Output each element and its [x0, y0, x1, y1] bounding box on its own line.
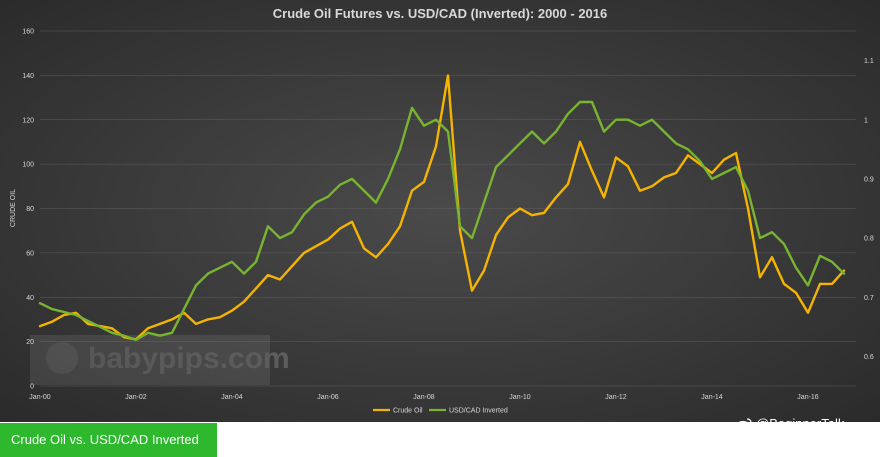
y-tick-label: 20: [26, 339, 34, 346]
y-tick-label: 60: [26, 250, 34, 257]
y2-tick-label: 1.1: [864, 58, 874, 65]
crude-oil-series-line: [38, 74, 846, 341]
x-tick-label: Jan-06: [317, 394, 339, 401]
legend-label: USD/CAD Inverted: [449, 408, 508, 415]
svg-text:babypips.com: babypips.com: [88, 342, 290, 375]
y2-tick-label: 1: [864, 117, 868, 124]
watermark-logo: babypips.com: [30, 335, 290, 385]
chart-title: Crude Oil Futures vs. USD/CAD (Inverted)…: [273, 6, 607, 21]
y2-tick-label: 0.9: [864, 176, 874, 183]
axis-layer: 0 20 40 60 80 100 120 140 160 0.6 0.7 0.8 0.9 1 1.1 Jan…: [22, 29, 874, 402]
y-tick-label: 100: [22, 162, 34, 169]
x-tick-label: Jan-08: [413, 394, 435, 401]
x-tick-label: Jan-14: [701, 394, 723, 401]
y2-tick-label: 0.7: [864, 295, 874, 302]
x-tick-label: Jan-04: [221, 394, 243, 401]
y-tick-label: 120: [22, 117, 34, 124]
x-tick-label: Jan-12: [605, 394, 627, 401]
x-tick-label: Jan-02: [125, 394, 147, 401]
y-axis-label: CRUDE OIL: [10, 189, 17, 227]
y2-tick-label: 0.6: [864, 354, 874, 361]
grid-layer: [40, 30, 856, 387]
y2-tick-label: 0.8: [864, 236, 874, 243]
attribution-text: @BeginnerTalk: [756, 416, 845, 431]
y-tick-label: 80: [26, 206, 34, 213]
legend-label: Crude Oil: [393, 408, 423, 415]
caption-tag: Crude Oil vs. USD/CAD Inverted: [0, 423, 217, 457]
chart-panel: Crude Oil Futures vs. USD/CAD (Inverted)…: [0, 0, 880, 422]
series-layer: [38, 74, 846, 342]
chart-legend: Crude Oil USD/CAD Inverted: [373, 408, 508, 415]
attribution: @BeginnerTalk: [735, 414, 845, 434]
y-tick-label: 0: [30, 384, 34, 391]
y-tick-label: 140: [22, 73, 34, 80]
x-tick-label: Jan-00: [29, 394, 51, 401]
weibo-icon: [735, 417, 752, 432]
x-tick-label: Jan-10: [509, 394, 531, 401]
usdcad-series-line: [38, 100, 846, 342]
y-tick-label: 160: [22, 29, 34, 36]
y-tick-label: 40: [26, 295, 34, 302]
x-tick-label: Jan-16: [797, 394, 819, 401]
chart-svg: Crude Oil Futures vs. USD/CAD (Inverted)…: [0, 0, 880, 422]
chart-background: [0, 0, 880, 422]
